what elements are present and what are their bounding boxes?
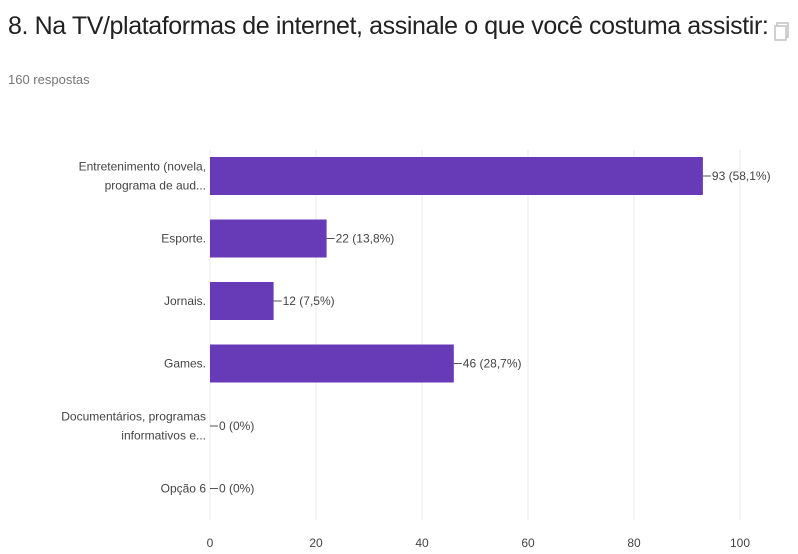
response-count: 160 respostas [8,72,90,87]
data-label-4: 0 (0%) [219,419,254,433]
x-tick-label-0: 0 [207,536,214,550]
data-label-5: 0 (0%) [219,482,254,496]
question-title: 8. Na TV/plataformas de internet, assina… [8,12,769,40]
category-label-1: Esporte. [161,232,206,246]
category-label-4: Documentários, programas informativos e..… [61,410,206,443]
data-label-0: 93 (58,1%) [712,169,771,183]
bar-3 [210,344,454,383]
bar-2 [210,282,274,320]
copy-icon[interactable] [774,22,790,47]
data-label-2: 12 (7,5%) [283,294,335,308]
bar-1 [210,219,327,258]
category-label-2: Jornais. [164,294,206,308]
data-label-3: 46 (28,7%) [463,357,522,371]
x-tick-label-3: 60 [521,536,535,550]
category-label-5: Opção 6 [161,482,207,496]
data-label-1: 22 (13,8%) [336,232,395,246]
bar-0 [210,157,703,195]
x-tick-label-1: 20 [309,536,323,550]
x-tick-label-5: 100 [730,536,750,550]
category-label-3: Games. [164,357,206,371]
x-tick-label-4: 80 [627,536,641,550]
category-label-0: Entretenimento (novela, programa de aud..… [79,160,206,193]
x-tick-label-2: 40 [415,536,429,550]
